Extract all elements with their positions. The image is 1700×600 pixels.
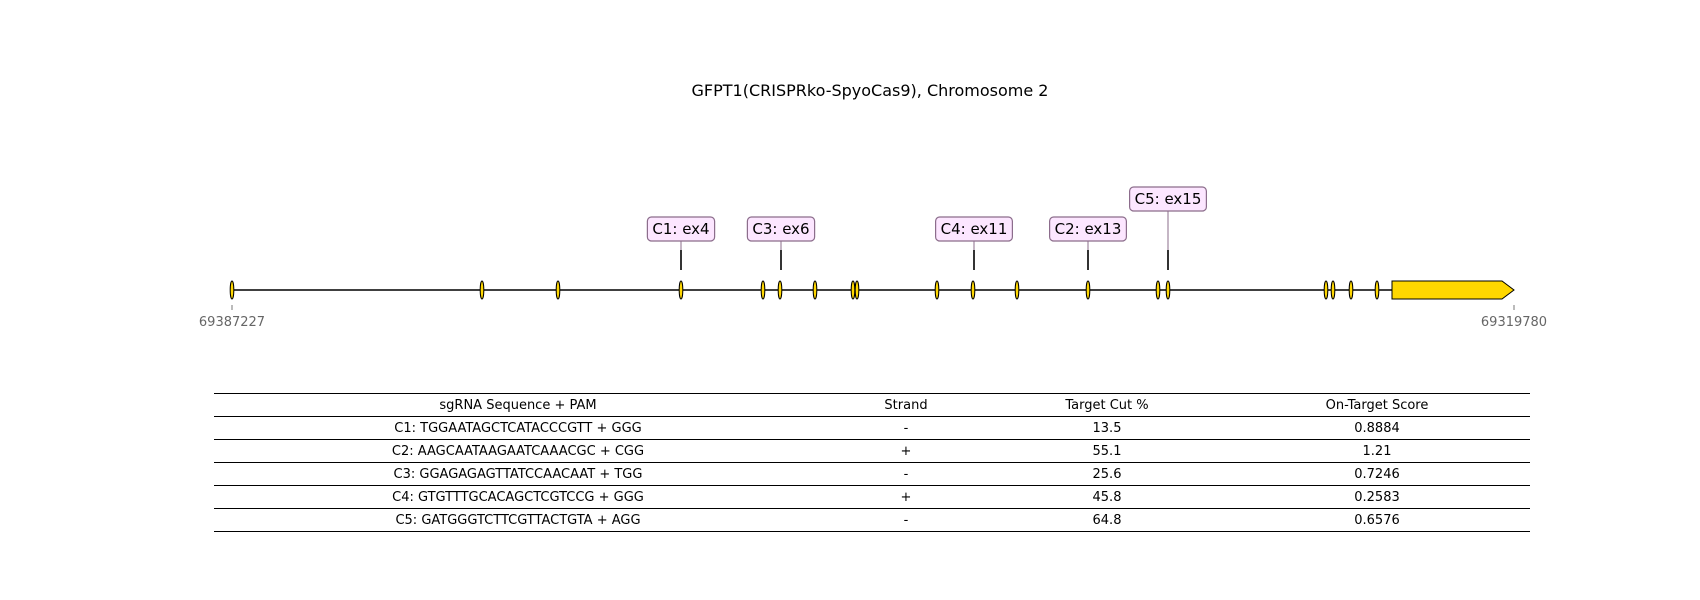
cell-score: 0.8884 [1224,416,1530,440]
cell-cut: 25.6 [990,462,1224,486]
cell-strand: - [822,462,990,486]
guide-marker-2: C3: ex6 [746,216,816,270]
guide-label: C3: ex6 [752,220,809,238]
exon-marker-6 [777,280,783,300]
guide-label-box [1049,216,1127,242]
guide-label-box [646,216,716,242]
table-row: C4: GTGTTTGCACAGCTCGTCCG + GGG + 45.8 0.… [214,485,1530,509]
exon-marker-3 [555,280,561,300]
cell-sequence: C3: GGAGAGAGTTATCCAACAAT + TGG [214,462,822,486]
guide-marker-1: C1: ex4 [646,216,716,270]
guide-label: C2: ex13 [1055,220,1122,238]
table-row: C5: GATGGGTCTTCGTTACTGTA + AGG - 64.8 0.… [214,508,1530,532]
guide-marker-4: C2: ex13 [1049,216,1127,270]
table-row: C3: GGAGAGAGTTATCCAACAAT + TGG - 25.6 0.… [214,462,1530,486]
exon-markers [229,280,1380,300]
exon-marker-11 [970,280,976,300]
table-row: C1: TGGAATAGCTCATACCCGTT + GGG - 13.5 0.… [214,416,1530,440]
exon-marker-16 [1323,280,1329,300]
figure-title: GFPT1(CRISPRko-SpyoCas9), Chromosome 2 [691,81,1049,100]
gene-diagram: 69387227 69319780 C1: ex4 C3: ex6 C4: ex11… [199,186,1547,330]
exon-marker-8 [850,280,856,300]
guide-label-box [935,216,1013,242]
end-coordinate: 69319780 [1481,315,1547,330]
exon-marker-12 [1014,280,1020,300]
exon-marker-13 [1085,280,1091,300]
table-row: C2: AAGCAATAAGAATCAAACGC + CGG + 55.1 1.… [214,439,1530,463]
guide-label: C5: ex15 [1135,190,1202,208]
exon-marker-2 [479,280,485,300]
guide-marker-5: C5: ex15 [1129,186,1207,270]
guide-marker-3: C4: ex11 [935,216,1013,270]
exon-marker-15 [1165,280,1171,300]
cell-score: 0.7246 [1224,462,1530,486]
exon-marker-14 [1155,280,1161,300]
exon-marker-5 [760,280,766,300]
cell-sequence: C4: GTGTTTGCACAGCTCGTCCG + GGG [214,485,822,509]
sgrna-table: sgRNA Sequence + PAM Strand Target Cut %… [214,393,1530,532]
exon-marker-1 [229,280,235,300]
exon-marker-7 [812,280,818,300]
exon-marker-9 [854,280,860,300]
exon-marker-17 [1330,280,1336,300]
cell-cut: 13.5 [990,416,1224,440]
cell-sequence: C2: AAGCAATAAGAATCAAACGC + CGG [214,439,822,463]
header-sequence: sgRNA Sequence + PAM [214,393,822,417]
cell-strand: + [822,439,990,463]
cell-cut: 55.1 [990,439,1224,463]
cell-score: 1.21 [1224,439,1530,463]
cell-strand: + [822,485,990,509]
guide-label: C4: ex11 [941,220,1008,238]
cell-strand: - [822,416,990,440]
guide-label: C1: ex4 [652,220,709,238]
start-coordinate: 69387227 [199,315,265,330]
exon-marker-19 [1374,280,1380,300]
table-header-row: sgRNA Sequence + PAM Strand Target Cut %… [214,393,1530,417]
guide-label-box [746,216,816,242]
header-strand: Strand [822,393,990,417]
cell-sequence: C1: TGGAATAGCTCATACCCGTT + GGG [214,416,822,440]
exon-marker-18 [1348,280,1354,300]
exon-final [1391,280,1515,300]
cell-strand: - [822,508,990,532]
guide-label-box [1129,186,1207,212]
cell-cut: 45.8 [990,485,1224,509]
exon-marker-10 [934,280,940,300]
cell-score: 0.6576 [1224,508,1530,532]
header-cut: Target Cut % [990,393,1224,417]
header-score: On-Target Score [1224,393,1530,417]
guide-markers: C1: ex4 C3: ex6 C4: ex11 C2: ex13 C5: ex15 [646,186,1207,270]
cell-sequence: C5: GATGGGTCTTCGTTACTGTA + AGG [214,508,822,532]
cell-score: 0.2583 [1224,485,1530,509]
cell-cut: 64.8 [990,508,1224,532]
exon-marker-4 [678,280,684,300]
